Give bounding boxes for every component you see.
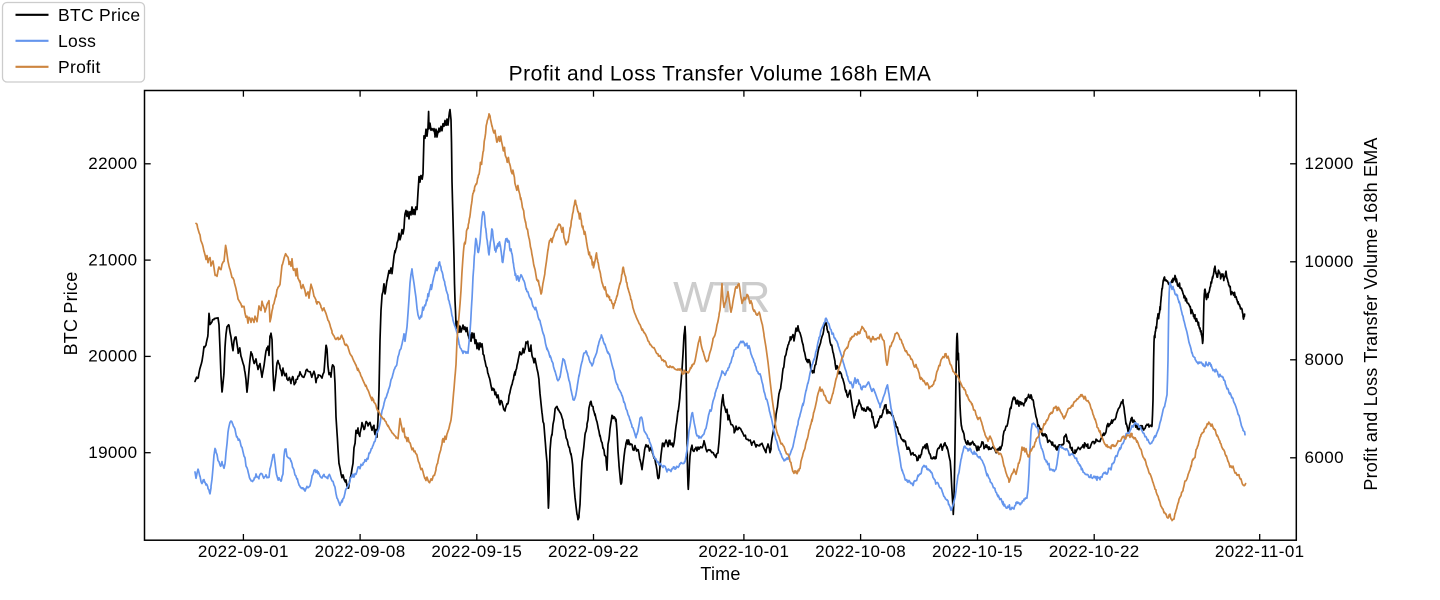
svg-text:Time: Time <box>700 564 740 584</box>
svg-text:8000: 8000 <box>1305 350 1344 369</box>
svg-text:2022-10-15: 2022-10-15 <box>932 542 1023 561</box>
svg-text:BTC Price: BTC Price <box>61 272 81 356</box>
svg-text:Profit: Profit <box>58 57 101 77</box>
svg-text:19000: 19000 <box>88 443 137 462</box>
svg-text:21000: 21000 <box>88 250 137 269</box>
svg-text:2022-09-15: 2022-09-15 <box>431 542 522 561</box>
svg-text:Profit and Loss Transfer Volum: Profit and Loss Transfer Volume 168h EMA <box>1361 137 1381 490</box>
svg-text:20000: 20000 <box>88 347 137 366</box>
svg-text:2022-10-01: 2022-10-01 <box>698 542 789 561</box>
svg-text:BTC Price: BTC Price <box>58 5 140 25</box>
svg-text:Loss: Loss <box>58 31 96 51</box>
svg-text:2022-09-01: 2022-09-01 <box>198 542 289 561</box>
svg-text:2022-09-22: 2022-09-22 <box>548 542 639 561</box>
svg-text:10000: 10000 <box>1305 252 1354 271</box>
svg-text:Profit and Loss Transfer Volum: Profit and Loss Transfer Volume 168h EMA <box>509 63 932 86</box>
svg-text:6000: 6000 <box>1305 448 1344 467</box>
svg-text:22000: 22000 <box>88 154 137 173</box>
svg-text:2022-09-08: 2022-09-08 <box>315 542 406 561</box>
svg-text:12000: 12000 <box>1305 154 1354 173</box>
svg-text:2022-11-01: 2022-11-01 <box>1215 542 1305 561</box>
svg-text:2022-10-22: 2022-10-22 <box>1049 542 1140 561</box>
svg-text:2022-10-08: 2022-10-08 <box>815 542 906 561</box>
